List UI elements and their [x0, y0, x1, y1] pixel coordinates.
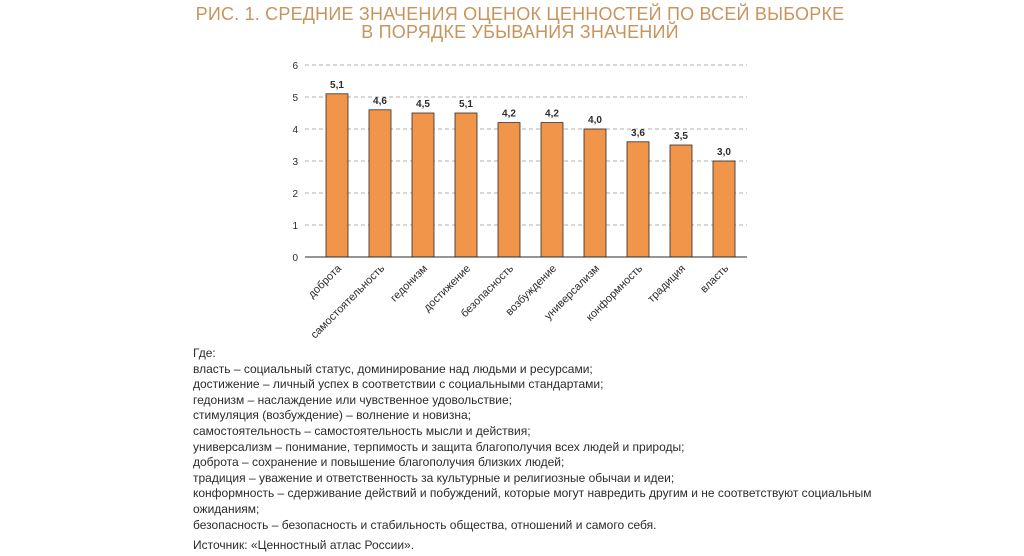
legend-line: доброта – сохранение и повышение благопо…	[193, 455, 565, 470]
legend-line: достижение – личный успех в соответствии…	[193, 377, 604, 392]
y-tick-label: 4	[292, 125, 298, 136]
chart-title: РИС. 1. СРЕДНИЕ ЗНАЧЕНИЯ ОЦЕНОК ЦЕННОСТЕ…	[0, 5, 1024, 41]
bar-chart: 0 1 2 3 4 5 6 5,1 4,6 4,5 5,1 4,2 4,2 4,0 3,6 3,5 3,0 д…	[292, 61, 747, 341]
chart-title-line-2: В ПОРЯДКЕ УБЫВАНИЯ ЗНАЧЕНИЙ	[361, 22, 679, 42]
data-label: 3,5	[674, 131, 688, 142]
legend-heading: Где:	[193, 346, 216, 360]
y-tick-label: 6	[292, 61, 298, 72]
bar	[669, 144, 693, 258]
source-note: Источник: «Ценностный атлас России».	[193, 538, 415, 552]
legend-line: конформность – сдерживание действий и по…	[193, 486, 872, 516]
legend-line: традиция – уважение и ответственность за…	[193, 470, 675, 485]
data-labels: 5,1 4,6 4,5 5,1 4,2 4,2 4,0 3,6 3,5 3,0	[330, 80, 731, 158]
y-axis-ticks: 0 1 2 3 4 5 6	[292, 61, 298, 264]
bar	[325, 93, 349, 258]
data-label: 3,0	[717, 147, 731, 158]
bar	[712, 160, 736, 258]
y-tick-label: 5	[292, 93, 298, 104]
x-tick-label: самостоятельность	[309, 262, 388, 341]
data-label: 4,5	[416, 99, 430, 110]
bars	[325, 93, 736, 258]
legend-line: самостоятельность – самостоятельность мы…	[193, 423, 531, 438]
bar	[626, 141, 650, 258]
bar	[583, 128, 607, 258]
data-label: 4,2	[502, 109, 516, 120]
x-tick-label: традиция	[646, 263, 689, 306]
data-label: 5,1	[330, 80, 344, 91]
data-label: 4,6	[373, 96, 387, 107]
legend-line: стимуляция (возбуждение) – волнение и но…	[193, 408, 472, 423]
data-label: 3,6	[631, 128, 645, 139]
chart-title-line-1: РИС. 1. СРЕДНИЕ ЗНАЧЕНИЯ ОЦЕНОК ЦЕННОСТЕ…	[195, 4, 845, 24]
bar	[497, 122, 521, 258]
y-tick-label: 0	[292, 253, 298, 264]
x-tick-label: власть	[698, 262, 731, 295]
bar	[540, 122, 564, 258]
y-tick-label: 1	[292, 221, 298, 232]
data-label: 4,0	[588, 115, 602, 126]
bar	[454, 112, 478, 258]
legend-line: безопасность – безопасность и стабильнос…	[193, 517, 657, 532]
x-tick-label: доброта	[306, 262, 345, 301]
y-tick-label: 2	[292, 189, 298, 200]
bar	[411, 112, 435, 258]
legend-line: универсализм – понимание, терпимость и з…	[193, 439, 685, 454]
bar	[368, 109, 392, 258]
data-label: 4,2	[545, 109, 559, 120]
legend-line: власть – социальный статус, доминировани…	[193, 361, 593, 376]
x-tick-label: гедонизм	[388, 263, 430, 305]
data-label: 5,1	[459, 99, 473, 110]
y-tick-label: 3	[292, 157, 298, 168]
legend-definitions: Где: власть – социальный статус, доминир…	[193, 346, 893, 533]
legend-line: гедонизм – наслаждение или чувственное у…	[193, 392, 512, 407]
